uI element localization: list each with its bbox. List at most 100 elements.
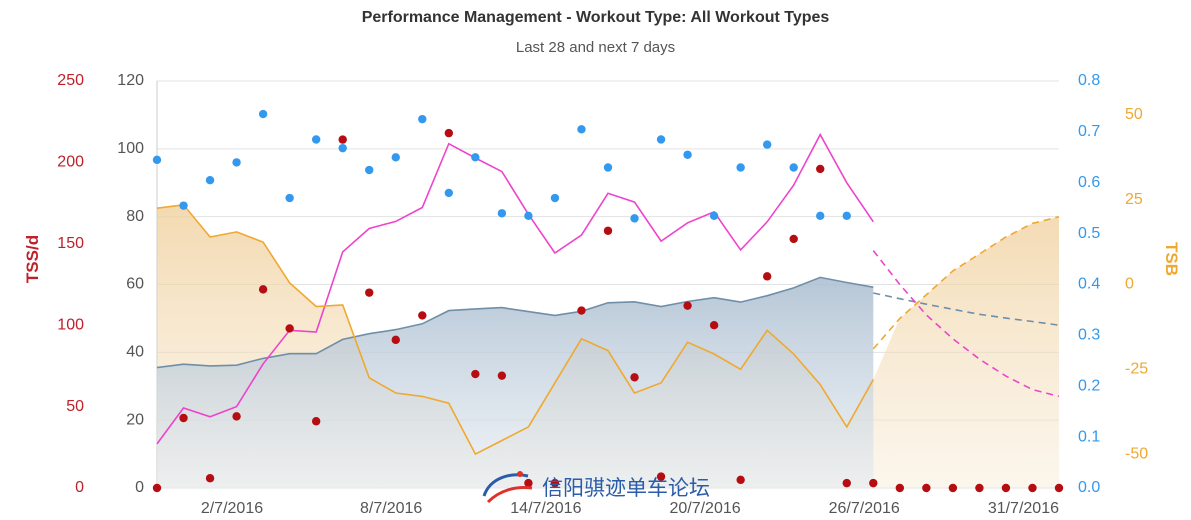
intensity-point <box>391 153 400 162</box>
tss-point <box>789 234 798 244</box>
tss-point <box>895 483 905 493</box>
tss-point <box>842 478 851 488</box>
tsb-tick-label: 50 <box>1125 106 1143 123</box>
intensity-point <box>842 211 851 221</box>
tss-point <box>630 373 639 382</box>
ctl-area <box>157 277 874 488</box>
intensity-point <box>444 188 454 198</box>
x-tick-label: 8/7/2016 <box>360 500 422 517</box>
tss-point <box>1001 483 1011 493</box>
tss-tick-label: 200 <box>57 154 84 171</box>
atl-line <box>156 132 874 445</box>
tss-point <box>577 306 586 315</box>
swoosh-logo-icon <box>482 471 533 504</box>
intensity-point <box>365 165 374 175</box>
tss-point <box>869 478 878 488</box>
x-tick-label: 14/7/2016 <box>510 500 581 517</box>
tss-point <box>524 478 533 488</box>
intensity-point <box>258 109 268 119</box>
tss-point <box>975 483 984 493</box>
intensity-point <box>709 211 719 221</box>
x-tick-label: 31/7/2016 <box>988 500 1059 517</box>
fitness-tick-label: 120 <box>117 72 144 89</box>
tss-point <box>709 321 719 330</box>
intensity-point <box>418 114 427 124</box>
intensity-point <box>762 140 772 149</box>
tss-point <box>656 472 666 481</box>
watermark-text: 信阳骐迹单车论坛 <box>542 476 710 500</box>
tss-point <box>391 335 400 345</box>
tsb-tick-label: -25 <box>1125 361 1148 378</box>
intensity-tick-label: 0.1 <box>1078 428 1100 445</box>
tss-point <box>179 413 188 423</box>
tss-point <box>550 478 560 488</box>
fitness-tick-label: 0 <box>135 479 144 496</box>
tss-point <box>418 311 427 320</box>
tss-tick-label: 0 <box>75 479 84 496</box>
fitness-tick-label: 80 <box>126 208 144 225</box>
tss-point <box>1028 483 1037 493</box>
x-tick-label: 20/7/2016 <box>669 500 740 517</box>
intensity-point <box>471 153 480 162</box>
intensity-point <box>338 143 347 153</box>
intensity-point <box>232 158 241 167</box>
tss-point <box>338 135 347 144</box>
tss-point <box>205 474 215 483</box>
tss-point <box>152 483 162 493</box>
tss-point <box>816 164 825 174</box>
intensity-point <box>816 211 825 221</box>
fitness-tick-label: 20 <box>126 411 144 428</box>
tss-point <box>736 475 745 485</box>
intensity-point <box>630 214 639 223</box>
intensity-tick-label: 0.2 <box>1078 377 1100 394</box>
intensity-point <box>311 135 321 144</box>
intensity-tick-label: 0.7 <box>1078 123 1100 140</box>
intensity-tick-label: 0.8 <box>1078 72 1100 89</box>
tss-tick-label: 250 <box>57 72 84 89</box>
intensity-tick-label: 0.3 <box>1078 327 1100 344</box>
tsb-tick-label: -50 <box>1125 445 1148 462</box>
intensity-point <box>179 201 188 210</box>
tss-point <box>497 371 507 380</box>
tss-point <box>762 272 772 281</box>
watermark: 信阳骐迹单车论坛 <box>480 468 710 508</box>
tsb-axis-title: TSB <box>1162 242 1181 276</box>
x-tick-label: 2/7/2016 <box>201 500 263 517</box>
intensity-point <box>656 135 666 144</box>
tss-point <box>444 128 454 138</box>
tss-tick-label: 150 <box>57 235 84 252</box>
intensity-tick-label: 0.6 <box>1078 174 1100 191</box>
fitness-tick-label: 60 <box>126 276 144 293</box>
tsb-tick-label: 25 <box>1125 191 1143 208</box>
intensity-tick-label: 0.5 <box>1078 225 1100 242</box>
intensity-point <box>152 155 162 165</box>
fitness-tick-label: 40 <box>126 344 144 361</box>
fitness-tick-label: 100 <box>117 140 144 157</box>
tss-axis-title: TSS/d <box>23 235 42 283</box>
tss-point <box>1054 483 1064 493</box>
intensity-point <box>577 125 586 134</box>
tss-point <box>603 226 613 235</box>
intensity-point <box>550 193 560 203</box>
tss-point <box>365 288 374 297</box>
intensity-point <box>603 163 613 172</box>
ctl-line <box>156 276 874 369</box>
tss-point <box>922 483 931 493</box>
tss-point <box>258 285 268 294</box>
tsb-line <box>156 203 874 456</box>
tss-point <box>948 483 958 493</box>
intensity-point <box>789 163 798 172</box>
intensity-tick-label: 0.0 <box>1078 479 1100 496</box>
x-tick-label: 26/7/2016 <box>829 500 900 517</box>
intensity-point <box>285 193 294 203</box>
intensity-point <box>524 211 533 221</box>
chart-subtitle: Last 28 and next 7 days <box>515 39 676 56</box>
atl-forecast-line <box>872 250 1060 398</box>
tss-tick-label: 50 <box>66 398 84 415</box>
intensity-point <box>497 209 507 218</box>
chart-title: Performance Management - Workout Type: A… <box>361 9 830 26</box>
tss-point <box>311 417 321 426</box>
tsb-tick-label: 0 <box>1125 276 1134 293</box>
intensity-tick-label: 0.4 <box>1078 276 1100 293</box>
